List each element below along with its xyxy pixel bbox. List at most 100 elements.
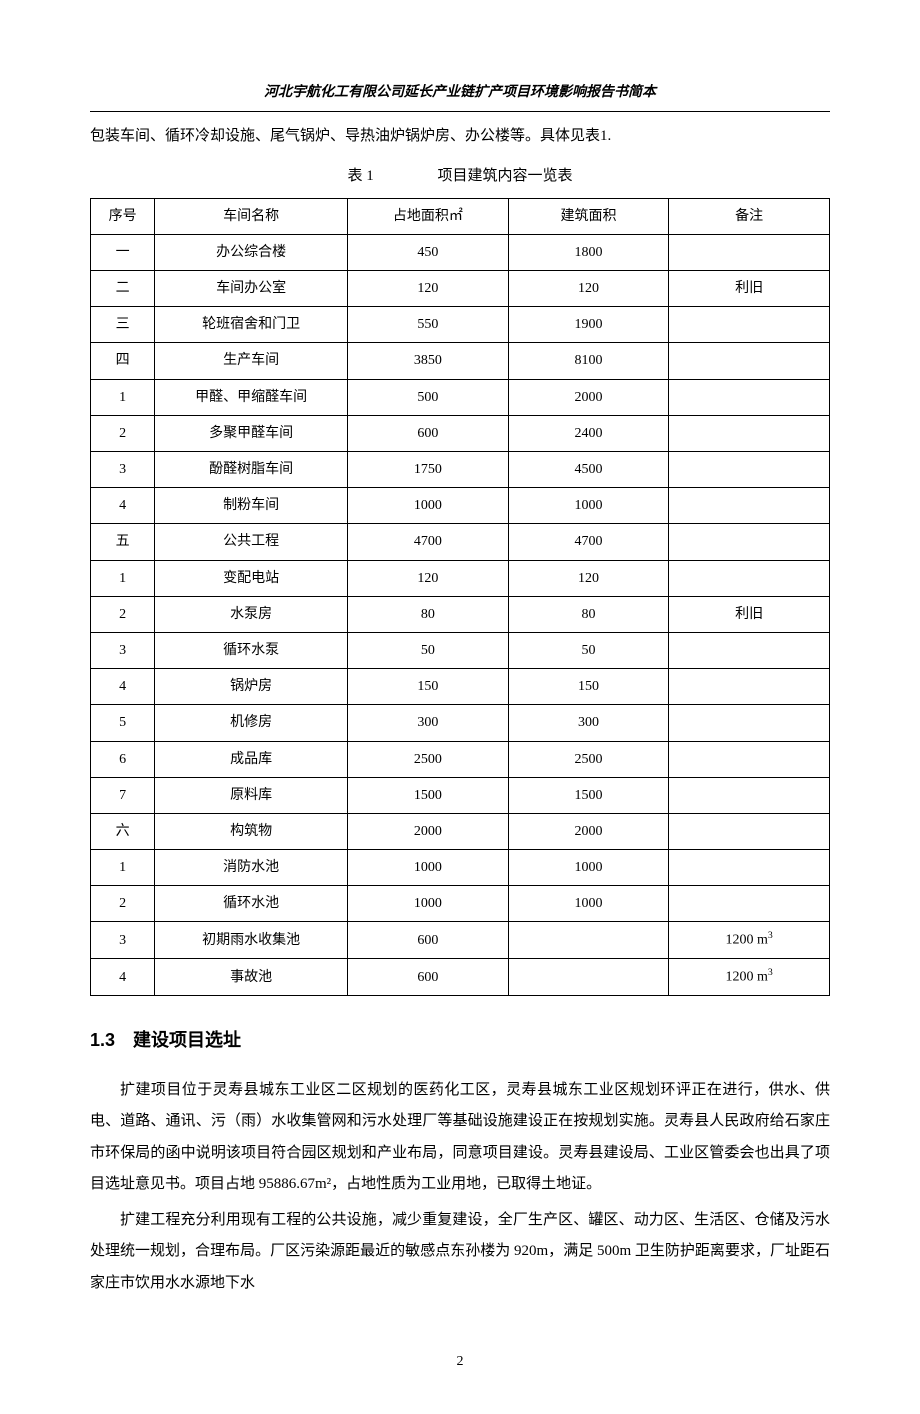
page-number: 2 [90,1349,830,1374]
cell-name: 变配电站 [155,560,348,596]
cell-seq: 4 [91,669,155,705]
cell-area1: 50 [348,632,509,668]
cell-area2 [508,959,669,996]
cell-area2: 50 [508,632,669,668]
table-row: 3酚醛树脂车间17504500 [91,452,830,488]
table-row: 7原料库15001500 [91,777,830,813]
cell-note [669,307,830,343]
table-row: 1甲醛、甲缩醛车间5002000 [91,379,830,415]
cell-area1: 1000 [348,850,509,886]
cell-area2: 1500 [508,777,669,813]
table-row: 六构筑物20002000 [91,813,830,849]
table-row: 4事故池600 1200 m3 [91,959,830,996]
cell-name: 办公综合楼 [155,234,348,270]
cell-seq: 2 [91,886,155,922]
cell-name: 原料库 [155,777,348,813]
cell-name: 构筑物 [155,813,348,849]
cell-area2: 1000 [508,886,669,922]
cell-note [669,379,830,415]
col-header-area2: 建筑面积 [508,198,669,234]
cell-note: 利旧 [669,596,830,632]
col-header-area1: 占地面积㎡ [348,198,509,234]
cell-area2: 300 [508,705,669,741]
page-header-title: 河北宇航化工有限公司延长产业链扩产项目环境影响报告书简本 [90,80,830,105]
cell-area2: 2000 [508,379,669,415]
col-header-name: 车间名称 [155,198,348,234]
col-header-seq: 序号 [91,198,155,234]
cell-area1: 3850 [348,343,509,379]
cell-seq: 6 [91,741,155,777]
table-row: 一办公综合楼4501800 [91,234,830,270]
cell-seq: 2 [91,415,155,451]
cell-area1: 2500 [348,741,509,777]
cell-area1: 600 [348,922,509,959]
cell-seq: 3 [91,452,155,488]
cell-note: 1200 m3 [669,922,830,959]
cell-seq: 二 [91,271,155,307]
cell-area1: 120 [348,271,509,307]
cell-area2: 1800 [508,234,669,270]
table-body: 一办公综合楼4501800二车间办公室120120利旧三轮班宿舍和门卫55019… [91,234,830,995]
cell-area2: 1000 [508,488,669,524]
table-row: 2循环水池10001000 [91,886,830,922]
cell-area2: 4700 [508,524,669,560]
cell-note [669,886,830,922]
cell-area2: 1000 [508,850,669,886]
cell-area1: 2000 [348,813,509,849]
cell-area2: 80 [508,596,669,632]
cell-note [669,560,830,596]
cell-area2: 2500 [508,741,669,777]
cell-area2: 8100 [508,343,669,379]
cell-name: 机修房 [155,705,348,741]
cell-name: 轮班宿舍和门卫 [155,307,348,343]
cell-name: 多聚甲醛车间 [155,415,348,451]
cell-area1: 300 [348,705,509,741]
cell-area1: 1000 [348,886,509,922]
cell-name: 成品库 [155,741,348,777]
cell-name: 公共工程 [155,524,348,560]
building-table: 序号 车间名称 占地面积㎡ 建筑面积 备注 一办公综合楼4501800二车间办公… [90,198,830,996]
cell-note [669,813,830,849]
table-row: 1消防水池10001000 [91,850,830,886]
cell-name: 初期雨水收集池 [155,922,348,959]
cell-name: 消防水池 [155,850,348,886]
cell-area2: 4500 [508,452,669,488]
cell-area2: 120 [508,560,669,596]
table-caption: 表 1 项目建筑内容一览表 [90,163,830,190]
cell-area1: 600 [348,415,509,451]
cell-name: 生产车间 [155,343,348,379]
cell-area2 [508,922,669,959]
cell-seq: 1 [91,850,155,886]
table-row: 6成品库25002500 [91,741,830,777]
section-heading: 1.3建设项目选址 [90,1024,830,1056]
cell-area1: 120 [348,560,509,596]
cell-note [669,488,830,524]
cell-note [669,524,830,560]
table-row: 三轮班宿舍和门卫5501900 [91,307,830,343]
cell-area2: 150 [508,669,669,705]
cell-note [669,234,830,270]
table-row: 3初期雨水收集池600 1200 m3 [91,922,830,959]
cell-note [669,705,830,741]
cell-area1: 600 [348,959,509,996]
cell-seq: 7 [91,777,155,813]
intro-text: 包装车间、循环冷却设施、尾气锅炉、导热油炉锅炉房、办公楼等。具体见表1. [90,122,830,151]
cell-area2: 2400 [508,415,669,451]
table-row: 2水泵房8080利旧 [91,596,830,632]
cell-seq: 4 [91,959,155,996]
cell-area1: 150 [348,669,509,705]
cell-name: 循环水池 [155,886,348,922]
cell-note: 1200 m3 [669,959,830,996]
cell-seq: 3 [91,922,155,959]
cell-seq: 五 [91,524,155,560]
cell-name: 事故池 [155,959,348,996]
cell-name: 锅炉房 [155,669,348,705]
cell-area1: 1750 [348,452,509,488]
cell-area1: 4700 [348,524,509,560]
cell-area1: 80 [348,596,509,632]
cell-note [669,669,830,705]
cell-note [669,343,830,379]
cell-seq: 2 [91,596,155,632]
table-caption-label: 表 1 [347,163,373,190]
table-row: 2多聚甲醛车间6002400 [91,415,830,451]
